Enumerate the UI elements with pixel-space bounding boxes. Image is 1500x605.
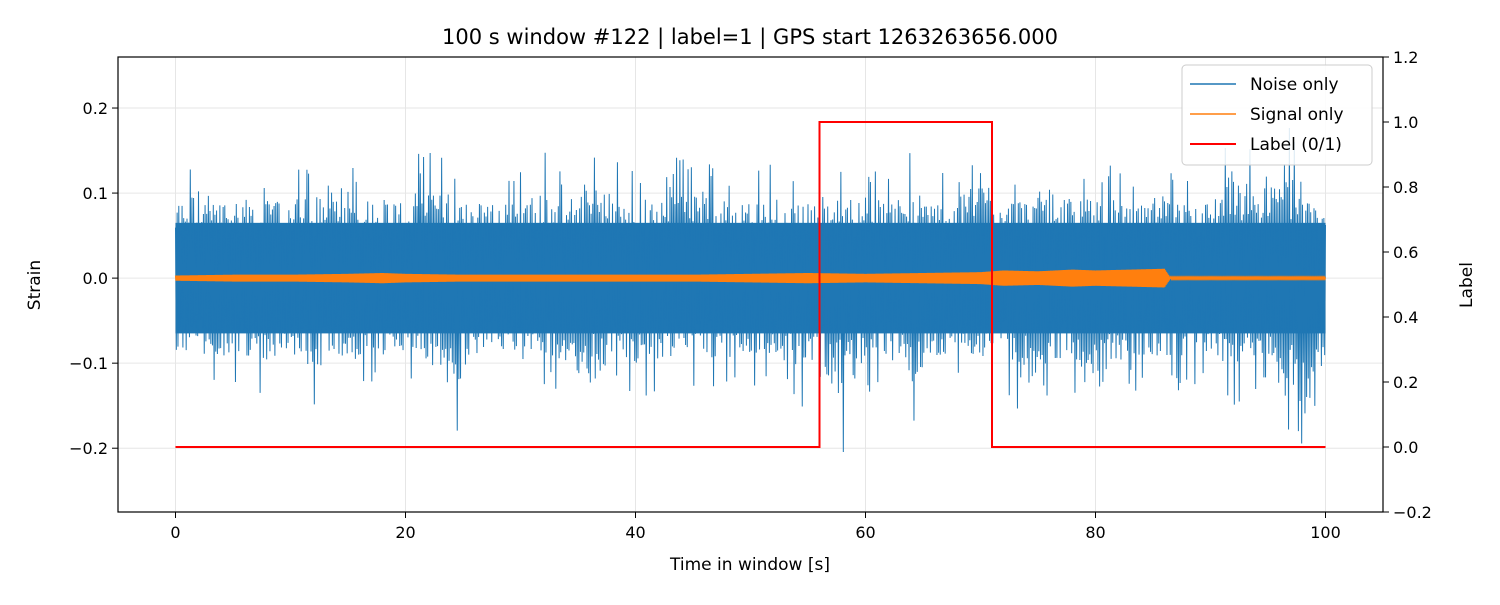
- y2-tick-label: 0.0: [1393, 438, 1418, 457]
- y-axis-right: 1.2 1.0 0.8 0.6 0.4 0.2 0.0 −0.2: [1383, 48, 1432, 522]
- x-tick-label: 0: [170, 523, 180, 542]
- y2-tick-label: 0.2: [1393, 373, 1418, 392]
- y2-tick-label: 0.8: [1393, 178, 1418, 197]
- y-tick-label: 0.1: [83, 184, 108, 203]
- y2-tick-label: 1.0: [1393, 113, 1418, 132]
- y-tick-label: −0.1: [69, 354, 108, 373]
- legend-label-signal: Signal only: [1250, 105, 1344, 125]
- y-tick-label: 0.2: [83, 99, 108, 118]
- y2-axis-label: Label: [1457, 262, 1477, 308]
- noise-series-line: [175, 128, 1326, 452]
- x-tick-label: 80: [1085, 523, 1105, 542]
- y-tick-label: 0.0: [83, 269, 108, 288]
- plot-area: [174, 121, 1327, 452]
- y-axis-label: Strain: [25, 260, 45, 310]
- signal-series-line: [174, 268, 1327, 288]
- y2-tick-label: 1.2: [1393, 48, 1418, 67]
- x-tick-label: 40: [625, 523, 645, 542]
- legend-label-label: Label (0/1): [1250, 135, 1342, 155]
- chart-title: 100 s window #122 | label=1 | GPS start …: [442, 25, 1058, 50]
- y2-tick-label: −0.2: [1393, 503, 1432, 522]
- x-tick-label: 20: [395, 523, 415, 542]
- x-tick-label: 60: [855, 523, 875, 542]
- legend-label-noise: Noise only: [1250, 75, 1339, 95]
- x-axis: 0 20 40 60 80 100: [170, 512, 1341, 542]
- x-tick-label: 100: [1310, 523, 1341, 542]
- plot-frame: [117, 56, 1384, 513]
- x-axis-label: Time in window [s]: [669, 555, 830, 575]
- label-series-line: [175, 121, 1326, 448]
- legend-box: [1181, 64, 1373, 166]
- y2-tick-label: 0.4: [1393, 308, 1418, 327]
- y-tick-label: −0.2: [69, 439, 108, 458]
- y2-tick-label: 0.6: [1393, 243, 1418, 262]
- legend: Noise only Signal only Label (0/1): [1181, 64, 1373, 166]
- y-axis-left: 0.2 0.1 0.0 −0.1 −0.2: [69, 99, 118, 458]
